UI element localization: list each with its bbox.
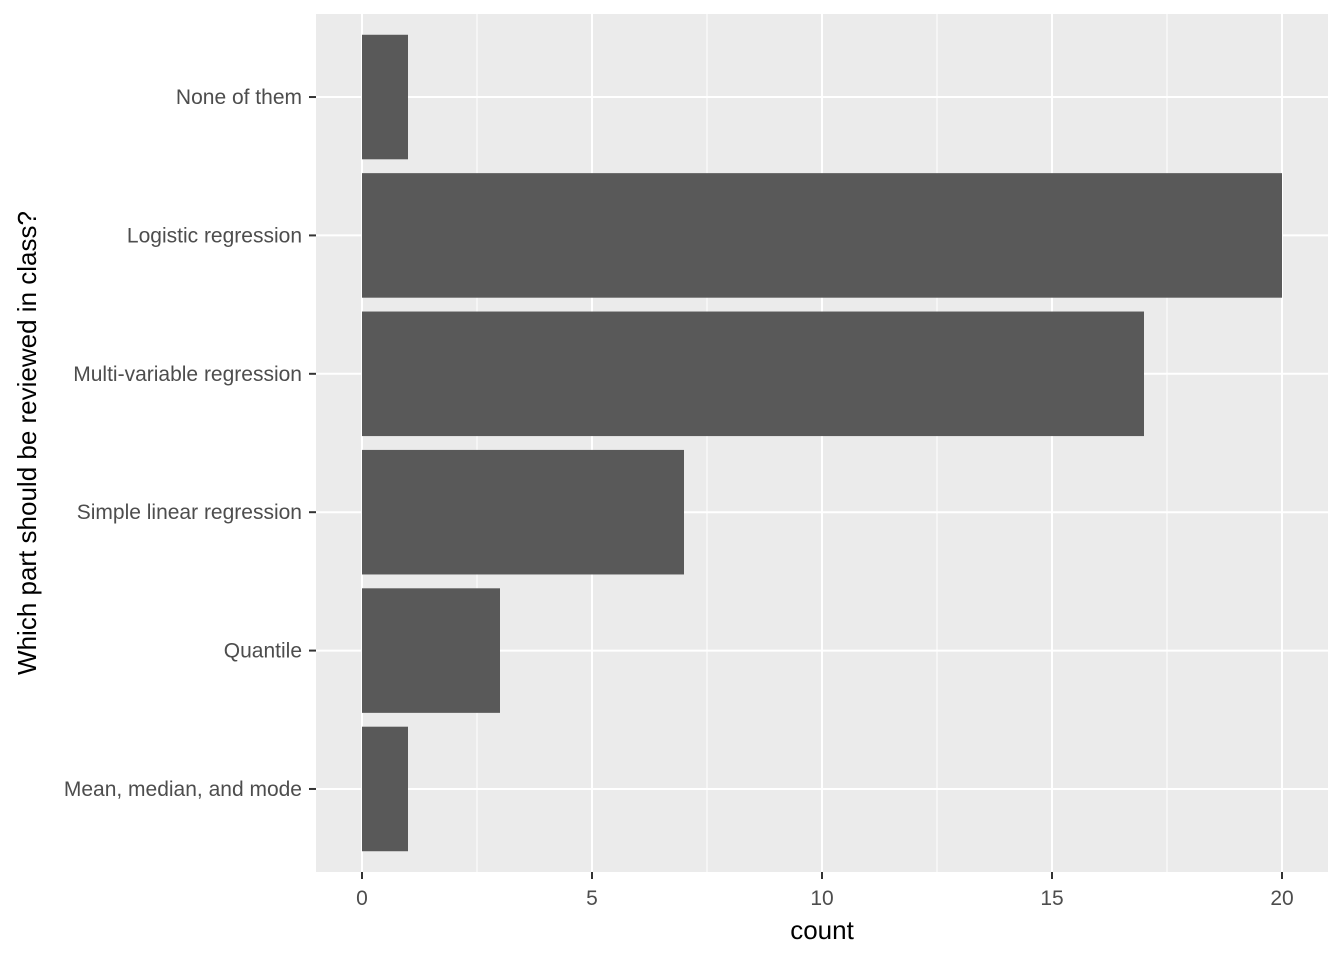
- y-axis-title: Which part should be reviewed in class?: [12, 211, 42, 675]
- y-tick-label: None of them: [176, 86, 302, 109]
- bar: [362, 588, 500, 713]
- y-tick-label: Simple linear regression: [77, 501, 302, 524]
- y-axis: Mean, median, and mode Quantile Simple lin…: [64, 86, 316, 801]
- bar: [362, 34, 408, 160]
- minor-gridlines: [476, 14, 1168, 872]
- bar: [362, 726, 408, 852]
- x-axis-title: count: [790, 915, 854, 945]
- x-tick-label: 15: [1040, 887, 1063, 910]
- x-tick-label: 5: [586, 887, 598, 910]
- x-tick-label: 10: [810, 887, 833, 910]
- bar: [362, 449, 684, 575]
- bars: [362, 34, 1282, 852]
- y-tick-label: Multi-variable regression: [73, 363, 302, 386]
- x-tick-label: 20: [1270, 887, 1293, 910]
- y-tick-label: Logistic regression: [127, 224, 302, 247]
- bar: [362, 311, 1144, 437]
- x-axis: 0 5 10 15 20: [356, 872, 1294, 910]
- bar: [362, 173, 1282, 298]
- y-tick-label: Quantile: [224, 640, 302, 663]
- x-tick-label: 0: [356, 887, 368, 910]
- y-tick-label: Mean, median, and mode: [64, 778, 302, 801]
